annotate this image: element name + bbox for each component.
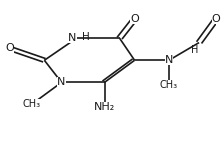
Text: H: H — [82, 32, 90, 42]
Text: CH₃: CH₃ — [160, 80, 178, 90]
Text: H: H — [191, 45, 198, 55]
Text: N: N — [57, 77, 66, 87]
Text: CH₃: CH₃ — [22, 99, 41, 110]
Text: N: N — [68, 33, 77, 43]
Text: N: N — [165, 55, 173, 65]
Text: O: O — [212, 14, 221, 24]
Text: NH₂: NH₂ — [94, 102, 115, 112]
Text: O: O — [130, 14, 139, 24]
Text: O: O — [6, 44, 14, 54]
